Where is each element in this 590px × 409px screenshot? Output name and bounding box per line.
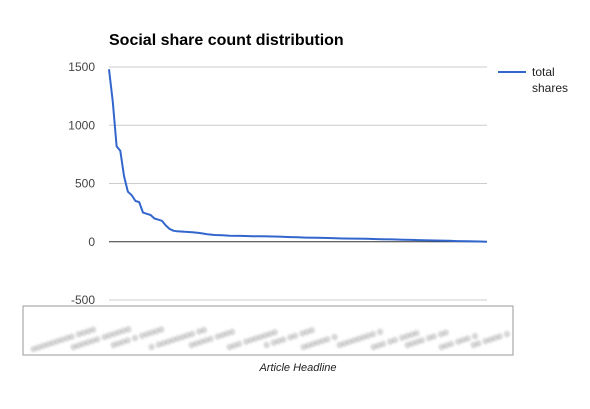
y-axis-ticks: 1500 1000 500 0 -500 <box>68 60 95 307</box>
x-axis-label-box: ooooooooo oooo oooooo oooooo oooo o oooo… <box>22 305 514 356</box>
gridlines <box>109 66 487 301</box>
legend: total shares <box>498 65 568 95</box>
legend-label-line-2: shares <box>532 81 568 95</box>
legend-label: total shares <box>532 65 568 95</box>
chart-title: Social share count distribution <box>109 32 344 49</box>
y-tick-label: 1000 <box>68 118 95 132</box>
x-axis-title: Article Headline <box>258 362 336 374</box>
y-tick-label: 500 <box>75 177 95 191</box>
y-tick-label: -500 <box>71 293 95 307</box>
y-tick-label: 1500 <box>68 60 95 74</box>
y-tick-label: 0 <box>88 235 95 249</box>
series-line-total-shares <box>108 69 488 243</box>
legend-label-line-1: total <box>532 65 555 79</box>
